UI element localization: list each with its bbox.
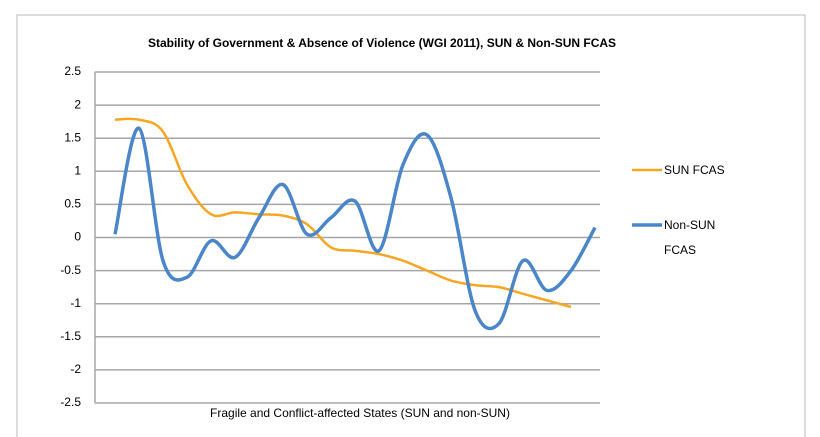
legend-label: Non-SUN FCAS [664, 217, 716, 257]
y-tick-label: 1 [74, 163, 81, 177]
chart-border [16, 14, 806, 437]
legend-label: SUN FCAS [664, 162, 725, 177]
y-tick-label: 2.5 [64, 64, 81, 78]
series-line [114, 117, 572, 309]
y-tick-label: -1 [70, 296, 81, 310]
y-tick-label: 2 [74, 97, 81, 111]
x-axis-label: Fragile and Conflict-affected States (SU… [210, 406, 510, 420]
y-tick-label: 0.5 [64, 197, 81, 211]
series-line [113, 126, 597, 331]
y-tick-label: -2 [70, 362, 81, 376]
y-tick-label: -1.5 [60, 329, 81, 343]
chart-title: Stability of Government & Absence of Vio… [148, 36, 616, 50]
y-tick-label: -0.5 [60, 263, 81, 277]
y-tick-label: -2.5 [60, 395, 81, 409]
y-tick-label: 1.5 [64, 130, 81, 144]
y-tick-label: 0 [74, 230, 81, 244]
